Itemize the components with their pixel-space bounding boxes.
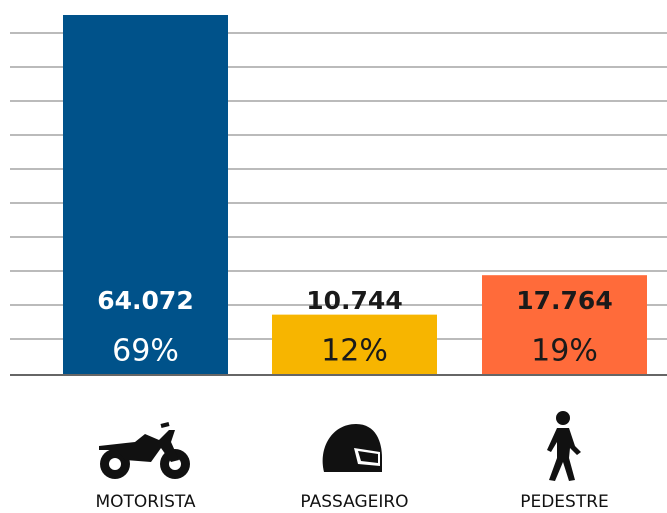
- pedestrian-icon: [547, 411, 581, 481]
- category-label: MOTORISTA: [95, 492, 195, 512]
- helmet-icon: [322, 424, 382, 472]
- bar: [482, 275, 647, 375]
- bar: [63, 15, 228, 375]
- value-label: 10.744: [306, 286, 402, 315]
- category-label: PASSAGEIRO: [300, 492, 408, 512]
- share-label: 12%: [321, 334, 388, 369]
- bar: [272, 314, 437, 375]
- value-label: 17.764: [516, 286, 612, 315]
- category-label: PEDESTRE: [520, 492, 609, 512]
- value-label: 64.072: [97, 286, 193, 315]
- bars: [63, 15, 647, 375]
- motorcycle-icon: [99, 422, 190, 479]
- share-label: 19%: [531, 334, 598, 369]
- share-label: 69%: [112, 334, 179, 369]
